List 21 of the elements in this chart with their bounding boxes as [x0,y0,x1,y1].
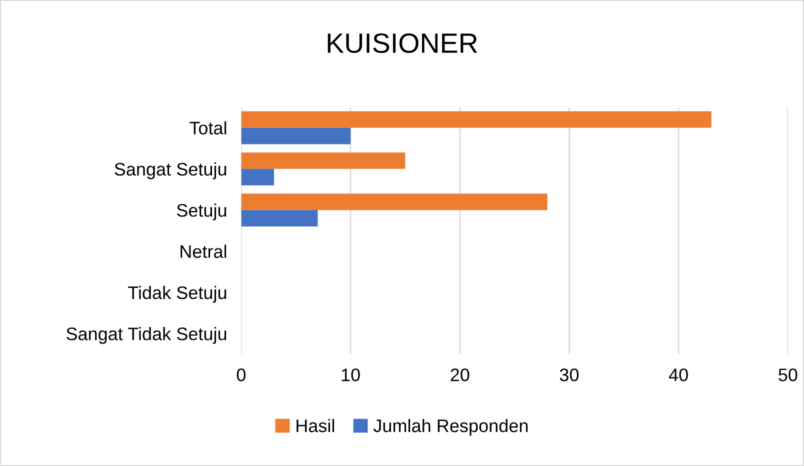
x-tick-label: 10 [342,368,360,382]
y-tick-label: Sangat Tidak Setuju [66,327,226,344]
x-tick-label: 30 [560,368,579,382]
bar [241,128,351,144]
y-tick-label: Setuju [176,204,226,220]
legend-label: Hasil [296,418,334,432]
legend-label: Jumlah Responden [373,418,528,436]
bar [241,111,712,128]
x-tick-label: 50 [778,368,798,382]
chart-title: KUISIONER [328,33,478,54]
y-tick-label: Total [190,121,226,134]
x-tick-label: 20 [450,368,470,382]
y-tick-label: Tidak Setuju [128,286,226,303]
y-tick-label: Netral [180,244,226,258]
bar [241,210,318,227]
y-tick-label: Sangat Setuju [114,162,226,180]
x-tick-label: 0 [236,368,246,382]
x-tick-label: 40 [668,368,688,382]
bar [241,194,548,210]
bar [241,152,406,169]
bar [241,168,274,186]
